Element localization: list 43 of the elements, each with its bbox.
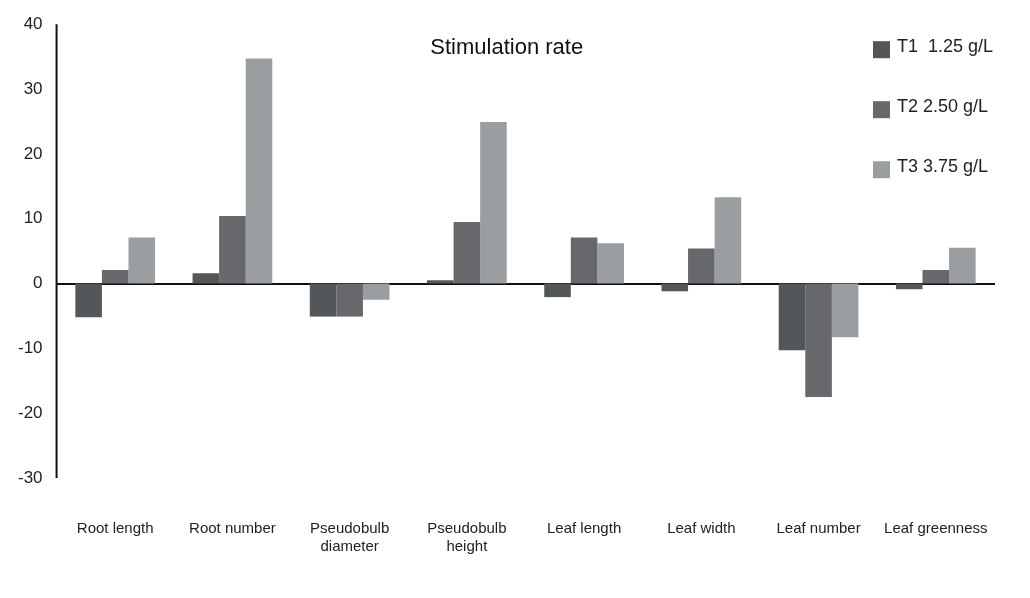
bar <box>362 283 390 300</box>
text: Stimulation rate <box>430 34 584 60</box>
legend-label: T3 3.75 g/L <box>897 156 989 177</box>
bar <box>922 269 950 284</box>
bar <box>245 58 273 284</box>
y-tick-label: 0 <box>33 273 43 293</box>
bar <box>778 283 806 351</box>
bar <box>128 237 156 284</box>
bar <box>544 283 571 298</box>
legend-label: T1 1.25 g/L <box>897 36 994 57</box>
x-tick-label: Leaf number <box>776 519 861 537</box>
bar <box>101 269 129 284</box>
bar <box>570 237 598 284</box>
legend-label: T2 2.50 g/L <box>897 96 989 117</box>
x-tick-label: Root length <box>76 519 154 537</box>
bar <box>453 221 481 284</box>
bar <box>661 283 689 292</box>
x-tick-label: Root number <box>189 519 276 537</box>
x-tick-label: Leaf width <box>667 519 736 537</box>
y-tick-label: -10 <box>17 338 43 358</box>
bar <box>219 216 246 284</box>
bar <box>427 280 454 284</box>
y-tick-label: 30 <box>23 78 43 98</box>
y-tick-label: 10 <box>23 208 43 228</box>
x-tick-label: Pseudobulb diameter <box>310 519 390 555</box>
y-tick-label: -20 <box>17 402 43 422</box>
bar <box>688 248 715 284</box>
y-tick-label: -30 <box>17 467 43 487</box>
bar <box>336 283 363 317</box>
bar <box>480 122 507 284</box>
y-tick-label: 40 <box>23 13 43 33</box>
bar <box>309 283 337 317</box>
x-tick-label: Leaf length <box>546 519 622 537</box>
bar <box>192 273 220 284</box>
bar <box>831 283 859 338</box>
bar <box>597 243 624 284</box>
bar <box>805 283 832 397</box>
x-tick-label: Leaf greenness <box>884 519 988 537</box>
y-tick-label: 20 <box>23 143 43 163</box>
bar <box>75 283 102 318</box>
bar <box>714 197 742 284</box>
bar <box>949 247 976 284</box>
x-tick-label: Pseudobulb height <box>427 519 507 555</box>
